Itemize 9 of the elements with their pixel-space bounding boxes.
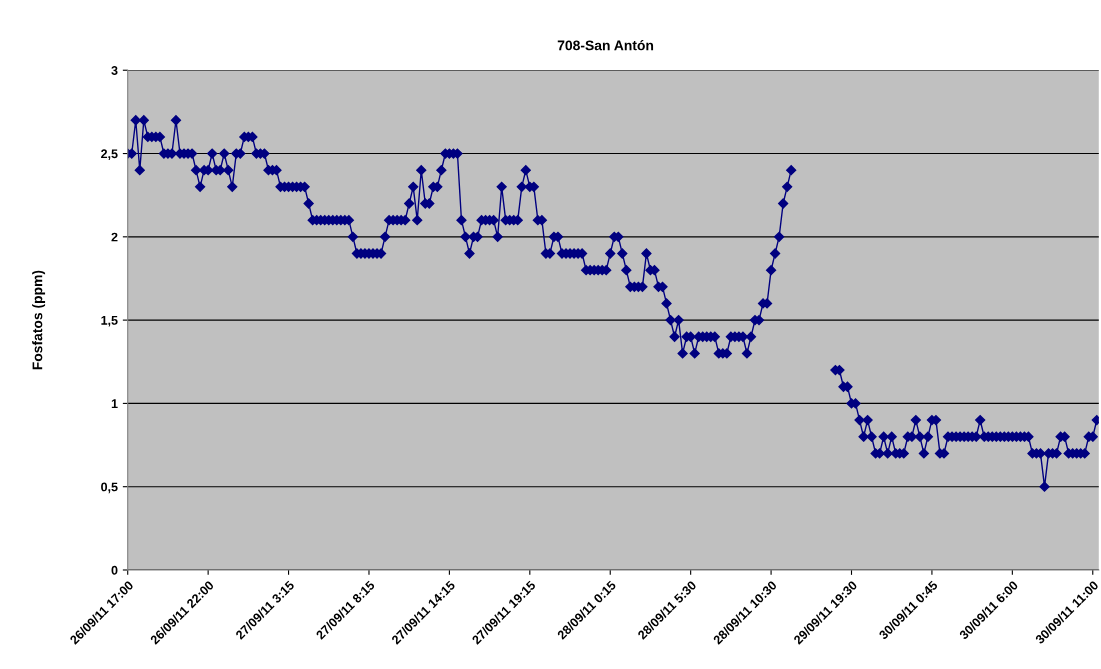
- y-tick-label: 2,5: [101, 149, 118, 160]
- y-tick-label: 2: [111, 232, 118, 242]
- y-tick-label: 1: [111, 399, 118, 408]
- y-axis-title: Fosfatos (ppm): [32, 270, 46, 370]
- y-tick-label: 0,5: [101, 482, 118, 494]
- chart-title: 708-San Antón: [557, 39, 654, 51]
- y-tick-label: 1,5: [101, 316, 118, 327]
- y-tick-label: 0: [111, 565, 118, 575]
- y-tick-label: 3: [111, 66, 118, 75]
